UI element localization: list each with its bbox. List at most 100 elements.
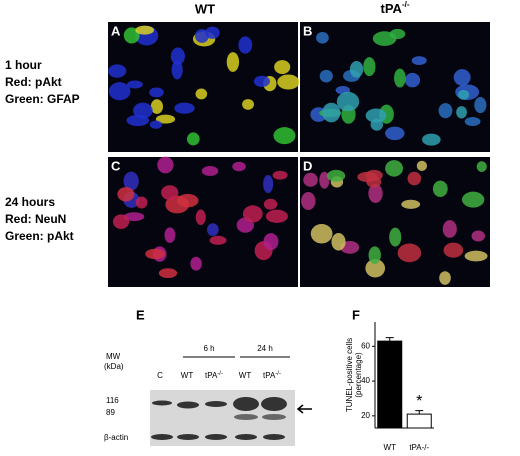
row-label: Red: NeuN	[5, 212, 66, 226]
cell	[164, 227, 176, 243]
cell	[368, 246, 381, 264]
cell	[401, 199, 421, 209]
cell	[461, 191, 485, 208]
cell	[349, 60, 364, 78]
cell	[150, 99, 164, 114]
lane-label: C	[157, 371, 163, 380]
annotation: *	[416, 393, 422, 410]
column-header: tPA-/-	[381, 0, 410, 16]
cell	[174, 102, 195, 114]
cell	[265, 209, 288, 223]
group-label: 24 h	[257, 344, 273, 353]
lane-label: tPA-/-	[205, 371, 223, 381]
cell	[442, 220, 457, 238]
cell	[195, 29, 209, 43]
cell	[201, 166, 219, 176]
cell	[263, 175, 274, 194]
cell	[135, 25, 155, 35]
cell	[206, 223, 219, 236]
cell	[123, 171, 139, 191]
cell	[322, 102, 341, 123]
panel-letter: E	[136, 307, 145, 322]
bar	[406, 413, 432, 429]
cell	[457, 89, 470, 100]
lane-label: tPA-/-	[263, 371, 281, 381]
cell	[464, 116, 481, 127]
cell	[274, 60, 291, 75]
cell	[232, 161, 246, 172]
cell	[365, 259, 386, 278]
cell	[263, 198, 278, 210]
cell	[432, 180, 448, 198]
cell	[407, 171, 422, 186]
group-label: 6 h	[203, 344, 214, 353]
cell	[145, 248, 165, 260]
cell	[301, 192, 316, 210]
x-tick-label: WT	[384, 443, 397, 452]
row-label: 1 hour	[5, 58, 42, 72]
row-label: 24 hours	[5, 195, 55, 209]
cell	[263, 233, 279, 251]
cell	[310, 224, 333, 244]
cell	[190, 256, 202, 271]
cell	[370, 118, 384, 131]
cell	[171, 60, 183, 80]
error-bar	[415, 410, 424, 415]
cell	[389, 28, 406, 40]
cell	[238, 36, 253, 54]
bar	[377, 340, 403, 429]
marker-label: 89	[106, 408, 115, 417]
micrographs	[108, 22, 490, 287]
cell	[438, 103, 453, 119]
cell	[161, 185, 179, 201]
cell	[368, 183, 383, 203]
cell	[272, 170, 288, 180]
y-tick-label: 40	[361, 376, 370, 385]
cell	[226, 52, 240, 72]
cell	[242, 205, 263, 223]
cell	[476, 161, 487, 172]
cell	[471, 230, 485, 242]
cell	[411, 56, 427, 66]
cell	[363, 57, 376, 77]
cell	[127, 80, 143, 89]
cell	[123, 212, 145, 222]
cell	[112, 214, 130, 229]
loading-label: β-actin	[104, 433, 128, 442]
mw-label: MW	[106, 352, 121, 361]
cell	[135, 196, 148, 209]
cell	[186, 132, 200, 146]
cell	[123, 27, 140, 44]
panel-letter: D	[303, 158, 312, 173]
cell	[464, 250, 488, 262]
cell	[385, 126, 405, 141]
cell	[177, 193, 199, 208]
lane-label: WT	[181, 371, 194, 380]
cell	[422, 133, 441, 146]
cell	[277, 74, 300, 90]
cell	[195, 209, 206, 225]
row-label: Red: pAkt	[5, 75, 62, 89]
lane-label: WT	[239, 371, 252, 380]
cell	[389, 227, 402, 247]
row-label: Green: pAkt	[5, 229, 74, 243]
mw-label: (kDa)	[104, 362, 124, 371]
cell	[209, 235, 227, 245]
cell	[416, 160, 427, 171]
cell	[155, 114, 176, 124]
cell	[331, 233, 346, 251]
error-bar	[385, 337, 394, 342]
cell	[170, 47, 185, 65]
y-tick-label: 60	[361, 341, 370, 350]
cell	[326, 169, 346, 182]
cell	[195, 88, 208, 100]
cell	[117, 187, 135, 202]
cell	[303, 172, 318, 187]
cell	[157, 156, 174, 174]
cell	[319, 69, 333, 83]
cell	[316, 31, 329, 44]
cell	[443, 242, 464, 258]
x-tick-label: tPA-/-	[409, 443, 429, 452]
cell	[439, 271, 451, 285]
